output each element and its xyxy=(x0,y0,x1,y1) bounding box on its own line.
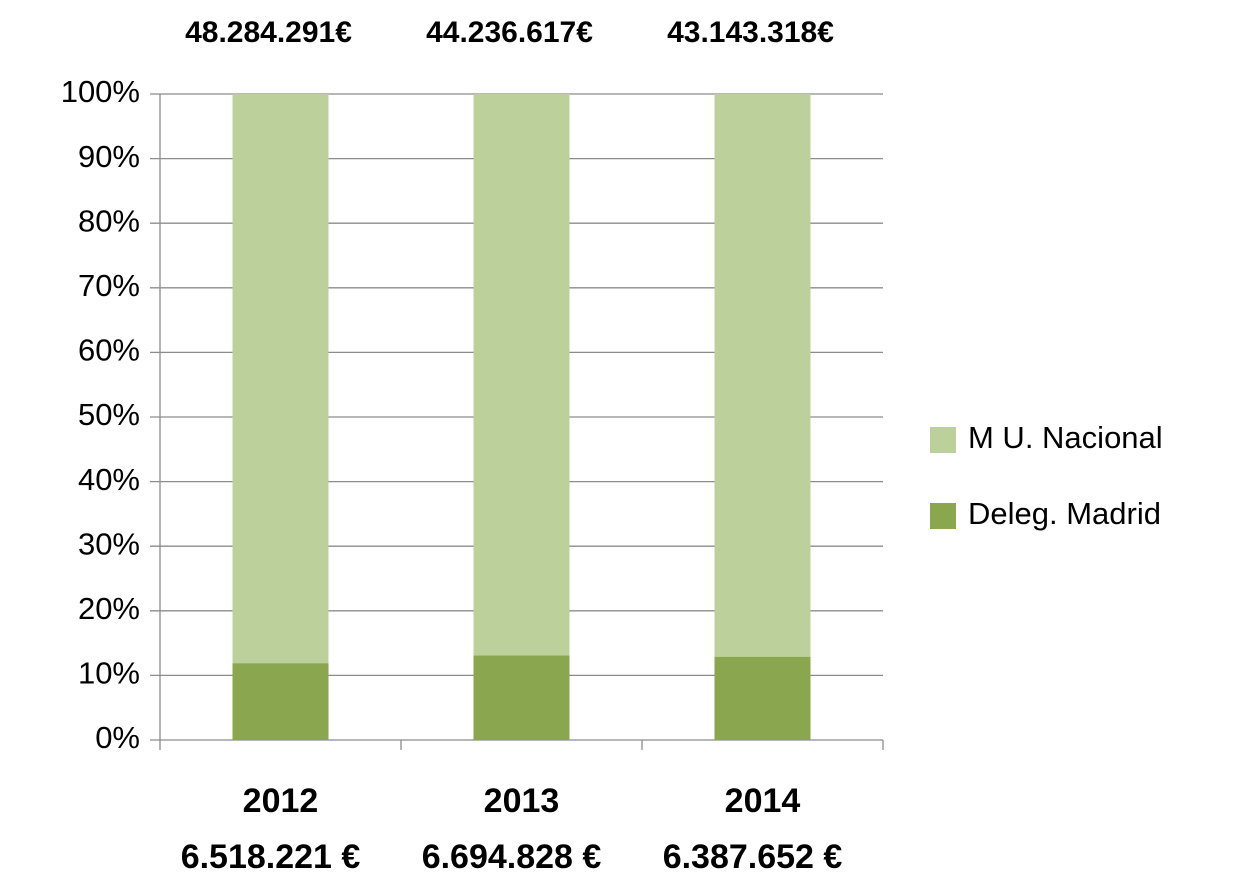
legend-swatch xyxy=(930,503,956,529)
x-tick-label: 2013 xyxy=(484,782,560,820)
bar-segment xyxy=(232,663,329,740)
legend-label: Deleg. Madrid xyxy=(968,496,1161,531)
bar-segment xyxy=(473,655,570,740)
y-tick-label: 30% xyxy=(78,526,140,561)
bottom-label: 6.387.652 € xyxy=(663,838,843,876)
bottom-label: 6.694.828 € xyxy=(422,838,602,876)
legend-swatch xyxy=(930,427,956,453)
y-tick-label: 50% xyxy=(78,397,140,432)
x-tick-label: 2012 xyxy=(243,782,319,820)
top-label: 44.236.617€ xyxy=(426,16,593,49)
y-tick-label: 60% xyxy=(78,333,140,368)
top-label: 43.143.318€ xyxy=(667,16,834,49)
y-tick-label: 100% xyxy=(61,74,140,109)
bottom-label: 6.518.221 € xyxy=(181,838,361,876)
y-tick-label: 10% xyxy=(78,656,140,691)
bar-segment xyxy=(473,94,570,656)
y-tick-label: 40% xyxy=(78,462,140,497)
bar-segment xyxy=(714,94,811,657)
legend-label: M U. Nacional xyxy=(968,420,1163,455)
x-tick-label: 2014 xyxy=(725,782,801,820)
y-tick-label: 80% xyxy=(78,203,140,238)
top-label: 48.284.291€ xyxy=(185,16,352,49)
y-tick-label: 20% xyxy=(78,591,140,626)
bar-segment xyxy=(232,94,329,664)
y-tick-label: 70% xyxy=(78,268,140,303)
bar-segment xyxy=(714,656,811,740)
y-tick-label: 90% xyxy=(78,139,140,174)
y-tick-label: 0% xyxy=(95,720,140,755)
